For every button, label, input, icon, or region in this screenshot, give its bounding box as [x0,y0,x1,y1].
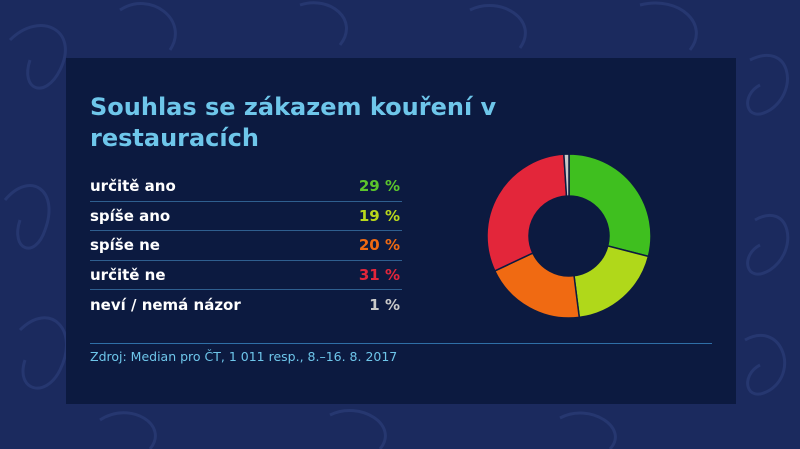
legend-row: určitě ne 31 % [90,261,402,290]
donut-slice-4 [486,153,568,272]
chart-title: Souhlas se zákazem kouření v restauracíc… [90,93,497,152]
legend-label: určitě ne [90,265,166,284]
legend-label: určitě ano [90,177,176,196]
legend-table: určitě ano 29 % spíše ano 19 % spíše ne 20 % u… [90,172,402,320]
legend-value: 1 % [369,295,400,314]
donut-slice-1 [568,153,652,258]
legend-row: určitě ano 29 % [90,172,402,202]
legend-label: spíše ne [90,236,160,255]
legend-row: spíše ano 19 % [90,202,402,231]
legend-label: neví / nemá názor [90,295,241,314]
donut-slice-2 [573,245,650,319]
legend-label: spíše ano [90,206,171,225]
donut-slice-5 [563,153,570,197]
legend-value: 31 % [358,265,400,284]
source-divider [90,343,712,344]
donut-chart [486,153,652,319]
legend-value: 20 % [358,236,400,255]
legend-value: 29 % [358,177,400,196]
source-note: Zdroj: Median pro ČT, 1 011 resp., 8.–16… [90,349,398,364]
legend-value: 19 % [358,206,400,225]
chart-panel: Souhlas se zákazem kouření v restauracíc… [66,58,736,404]
legend-row: spíše ne 20 % [90,231,402,261]
legend-row: neví / nemá názor 1 % [90,290,402,320]
